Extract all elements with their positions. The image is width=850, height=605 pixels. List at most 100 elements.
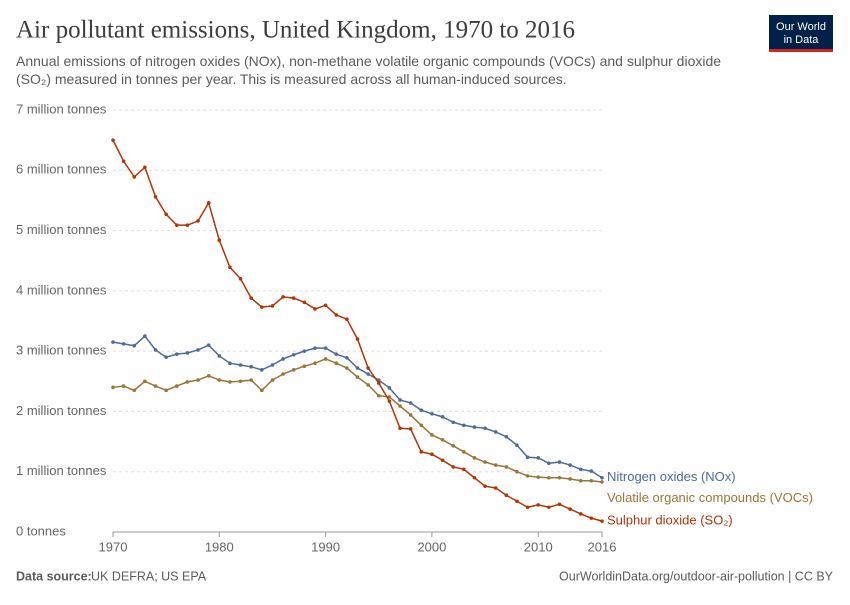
x-tick-label: 1990: [311, 539, 340, 554]
point: [547, 461, 551, 466]
point: [196, 219, 200, 223]
point: [525, 474, 530, 478]
x-tick-label: 2010: [524, 539, 553, 554]
point: [568, 463, 572, 467]
point: [291, 368, 296, 372]
point: [568, 477, 572, 481]
point: [174, 223, 179, 227]
point: [408, 427, 413, 431]
point: [493, 486, 498, 490]
point: [121, 384, 126, 388]
point: [345, 355, 349, 360]
point: [547, 475, 551, 480]
point: [132, 388, 137, 393]
point: [206, 201, 211, 205]
point: [164, 355, 168, 359]
point: [228, 380, 232, 384]
point: [270, 378, 275, 382]
logo-text: Our World: [776, 21, 826, 33]
chart-title: Air pollutant emissions, United Kingdom,…: [16, 17, 575, 44]
point: [589, 516, 594, 520]
point: [451, 420, 455, 425]
y-tick-label: 0 tonnes: [16, 523, 66, 538]
y-tick-label: 6 million tonnes: [16, 162, 107, 177]
point: [483, 426, 487, 431]
y-tick-label: 1 million tonnes: [16, 463, 107, 478]
logo-text: in Data: [784, 34, 820, 46]
point: [600, 475, 604, 480]
point: [557, 475, 562, 480]
footer-right: OurWorldinData.org/outdoor-air-pollution…: [559, 569, 834, 583]
point: [387, 395, 392, 399]
point: [206, 374, 211, 378]
point: [504, 465, 509, 469]
legend-label: Nitrogen oxides (NOx): [607, 469, 736, 484]
point: [270, 304, 275, 308]
point: [366, 372, 370, 376]
point: [302, 349, 307, 353]
point: [185, 380, 190, 384]
point: [398, 404, 402, 408]
point: [281, 295, 285, 299]
point: [334, 361, 339, 366]
point: [600, 480, 604, 484]
point: [196, 348, 200, 352]
point: [355, 375, 360, 379]
point: [376, 381, 381, 385]
subtitle-box: Annual emissions of nitrogen oxides (NOx…: [16, 53, 721, 87]
point: [153, 384, 158, 388]
point: [578, 512, 583, 516]
point: [249, 378, 253, 382]
point: [515, 499, 519, 504]
point: [419, 408, 424, 413]
point: [323, 357, 328, 361]
point: [121, 159, 126, 164]
point: [111, 138, 115, 142]
series-line: [112, 139, 603, 522]
point: [483, 484, 487, 488]
point: [143, 379, 147, 384]
point: [153, 195, 158, 199]
point: [600, 519, 604, 523]
point: [260, 368, 264, 372]
point: [451, 465, 455, 469]
point: [440, 437, 445, 442]
legend-label: Volatile organic compounds (VOCs): [607, 490, 813, 505]
point: [355, 366, 360, 370]
point: [153, 348, 158, 352]
point: [536, 503, 541, 507]
point: [578, 478, 583, 483]
point: [313, 361, 317, 366]
point: [164, 212, 168, 217]
point: [462, 423, 466, 428]
logo-bar: [769, 49, 833, 52]
x-tick-label: 1980: [205, 539, 234, 554]
point: [143, 165, 147, 170]
point: [557, 460, 562, 464]
point: [291, 352, 296, 357]
point: [217, 238, 222, 243]
legend-label: Sulphur dioxide (SO₂): [607, 513, 733, 528]
point: [323, 303, 328, 308]
point: [238, 379, 243, 384]
point: [185, 351, 190, 355]
point: [313, 307, 317, 311]
point: [387, 386, 392, 390]
point: [228, 361, 232, 366]
point: [143, 334, 147, 338]
logo-box: [769, 15, 833, 51]
point: [430, 452, 434, 457]
point: [515, 469, 519, 474]
point: [430, 433, 434, 437]
point: [557, 502, 562, 507]
x-tick-label: 2016: [588, 539, 617, 554]
point: [206, 343, 211, 347]
point: [270, 363, 275, 367]
point: [281, 372, 285, 376]
point: [398, 398, 402, 402]
point: [238, 363, 243, 367]
point: [111, 385, 115, 390]
point: [568, 507, 572, 511]
point: [196, 378, 200, 382]
